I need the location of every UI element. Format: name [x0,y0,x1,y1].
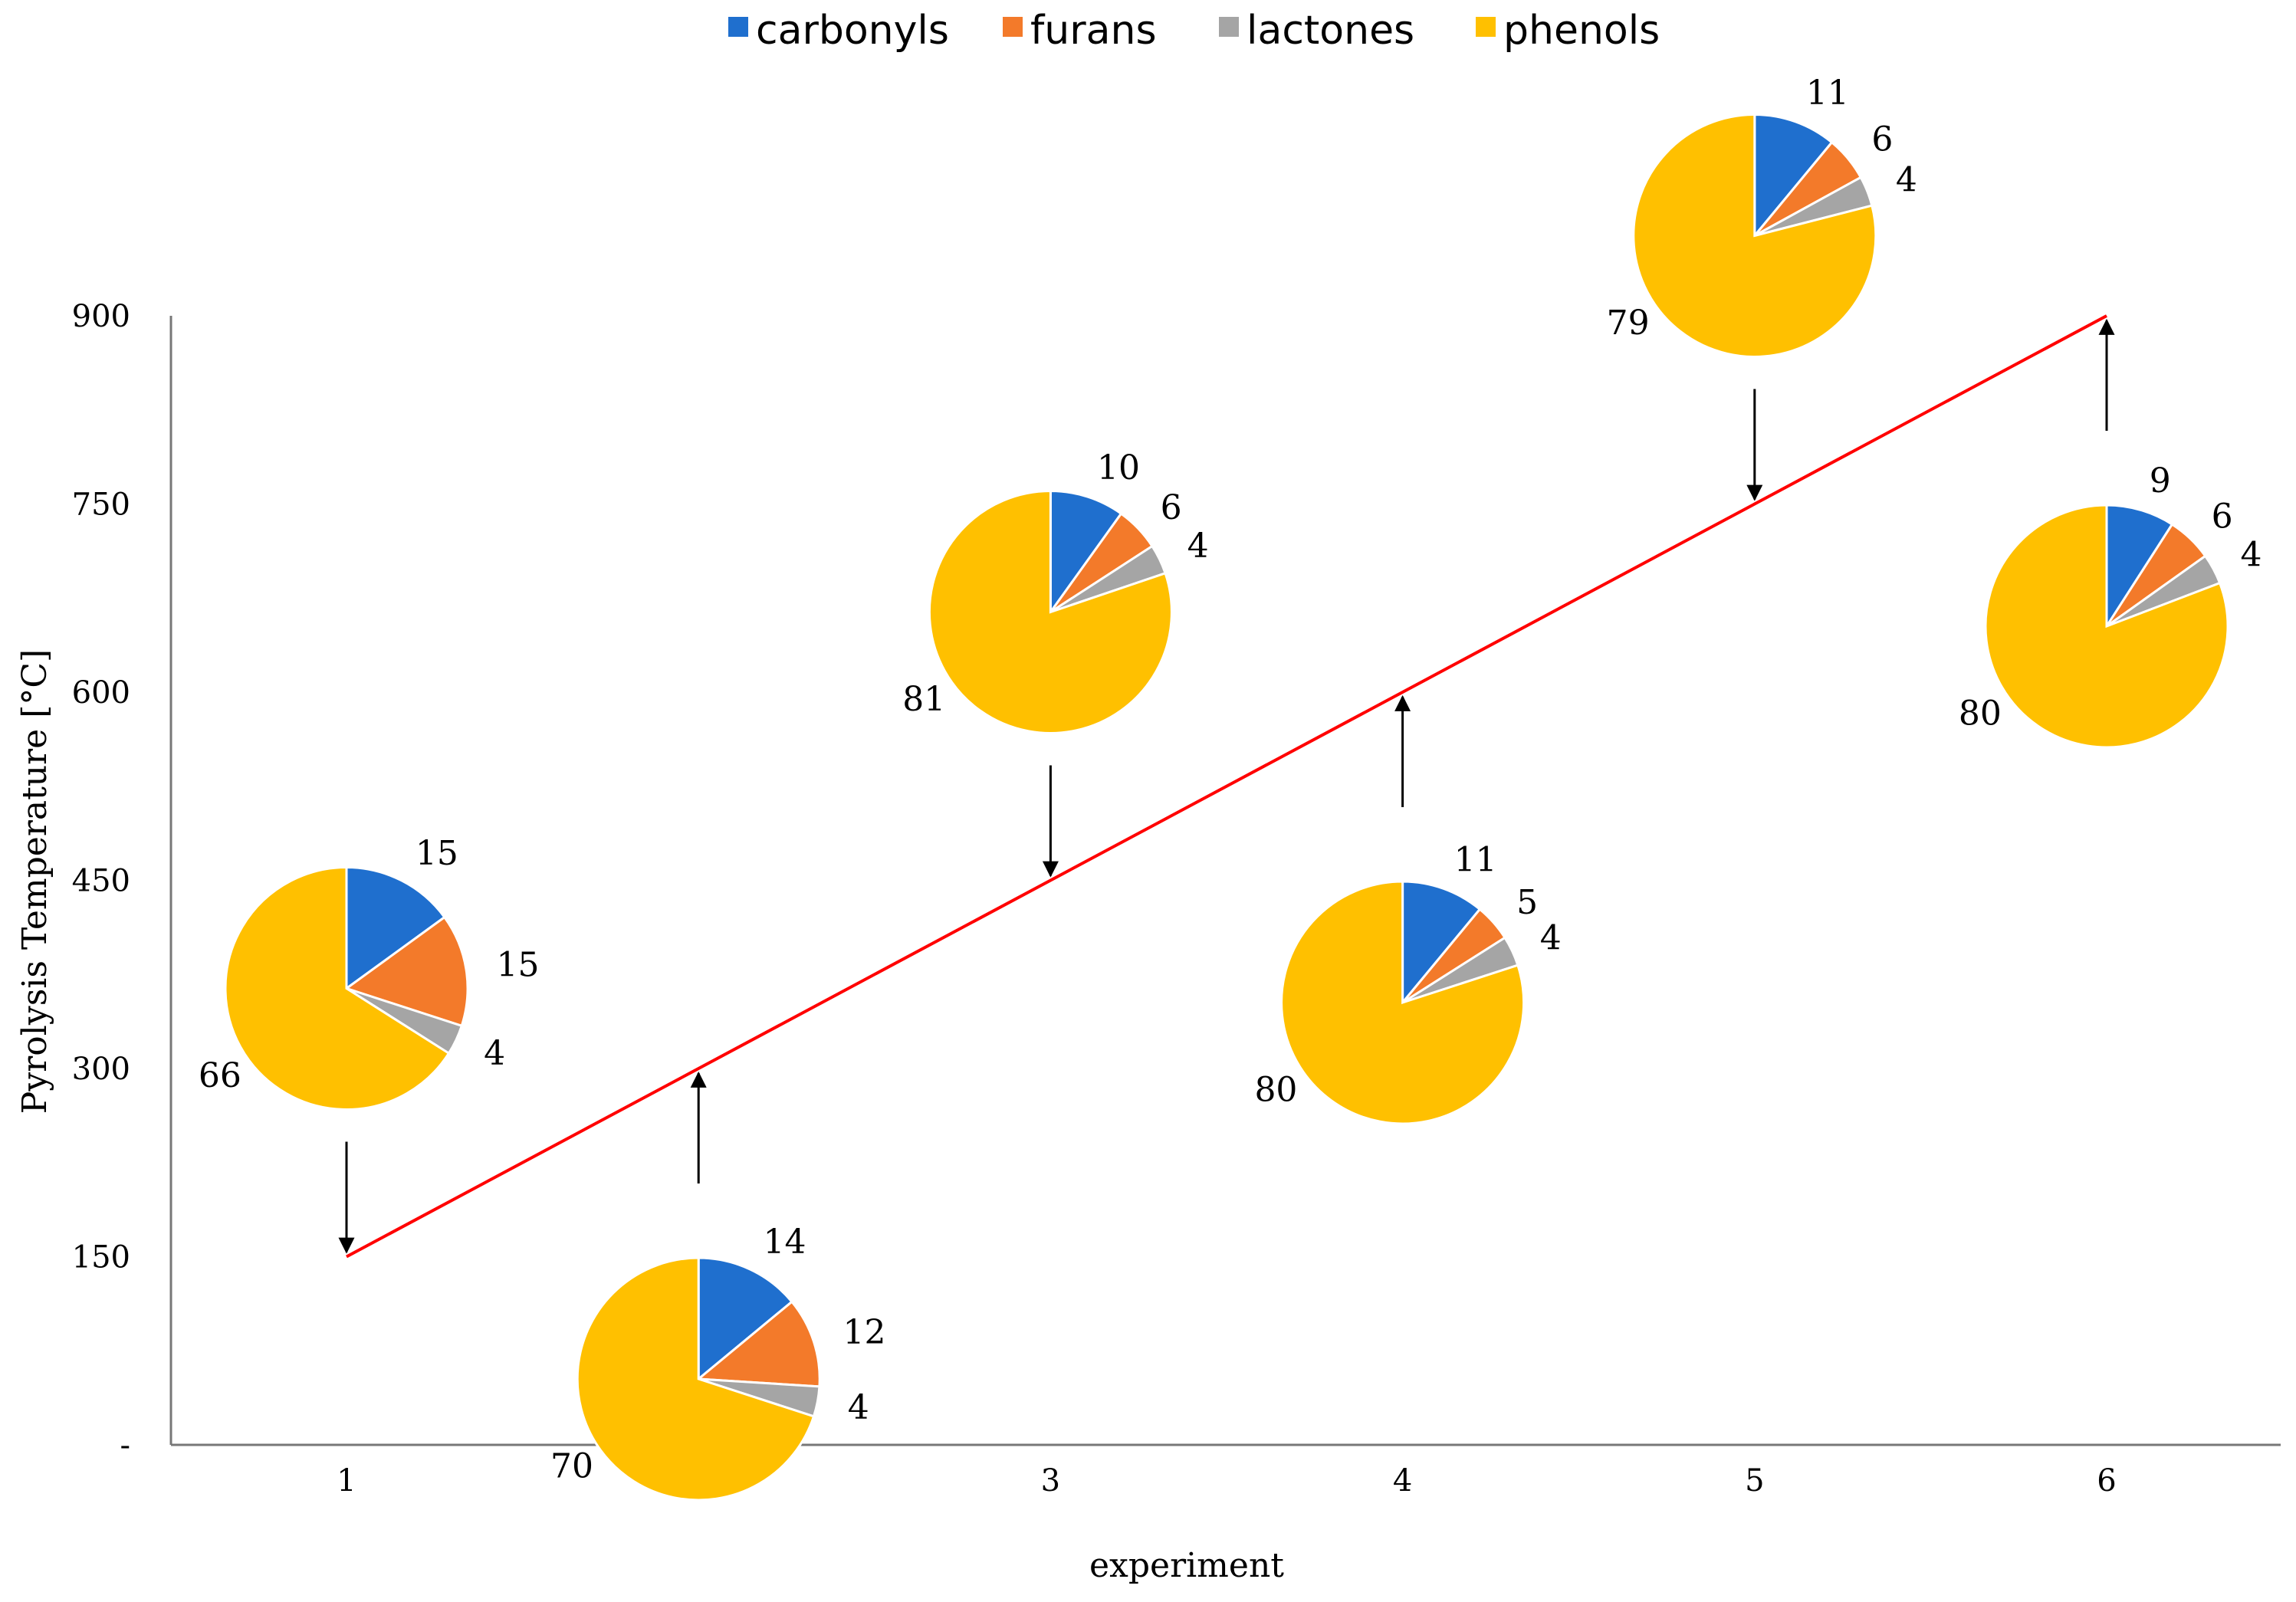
pie-label-lactones: 4 [1187,527,1209,566]
y-tick-label: 300 [72,1052,130,1087]
legend-label-carbonyls: carbonyls [756,8,949,54]
pie-label-phenols: 66 [199,1056,241,1095]
y-tick-labels: - 150 300 450 600 750 900 [72,299,130,1463]
pie-label-lactones: 4 [484,1034,505,1073]
pie-label-lactones: 4 [848,1388,869,1427]
pie-label-lactones: 4 [2241,535,2262,574]
legend-label-lactones: lactones [1247,8,1414,54]
pie-label-lactones: 4 [1896,161,1917,200]
pie-label-carbonyls: 11 [1454,841,1497,880]
series-line-temperature [346,314,2107,1259]
pie-label-phenols: 81 [902,680,945,719]
series-layer [346,314,2107,1259]
x-tick-label: 3 [1041,1463,1060,1499]
legend: carbonyls furans lactones phenols [728,8,1660,54]
x-tick-label: 6 [2097,1463,2116,1499]
pie-exp-5: 11 64 79 [1607,74,1917,358]
pie-label-furans: 15 [497,946,540,985]
legend-swatch-phenols [1476,17,1496,37]
pie-slice-carbonyls [697,1256,794,1382]
pie-slice-carbonyls [1753,113,1834,239]
x-tick-labels: 123456 [337,1463,2116,1499]
pie-exp-1: 15 15 4 66 [199,834,540,1111]
pie-label-carbonyls: 15 [416,834,458,873]
pie-label-phenols: 79 [1607,304,1650,343]
x-tick-label: 1 [337,1463,356,1499]
y-axis-title: Pyrolysis Temperature [°C] [15,649,54,1114]
pie-exp-4: 11 54 80 [1254,841,1562,1125]
pie-label-carbonyls: 14 [764,1223,806,1262]
pie-exp-6: 9 64 80 [1959,461,2262,749]
y-tick-label: 450 [72,864,130,899]
pie-label-carbonyls: 9 [2150,461,2171,501]
x-tick-label: 4 [1393,1463,1412,1499]
y-tick-label: 900 [72,299,130,334]
x-tick-label: 5 [1745,1463,1764,1499]
pie-label-furans: 6 [1871,120,1893,159]
legend-label-furans: furans [1030,8,1157,54]
pie-slice-carbonyls [1401,880,1482,1006]
pie-label-carbonyls: 11 [1806,74,1849,113]
legend-swatch-furans [1003,17,1023,37]
pie-slice-phenols [1984,504,2229,749]
pie-label-furans: 6 [1161,488,1182,527]
pie-label-furans: 6 [2212,497,2233,537]
pie-slice-carbonyls [2105,504,2174,631]
pie-slice-furans [695,1300,821,1388]
x-axis-title: experiment [1089,1546,1284,1585]
pie-label-furans: 12 [843,1313,886,1352]
y-tick-label: 150 [72,1240,130,1275]
pie-label-lactones: 4 [1540,919,1562,958]
pie-slice-carbonyls [345,865,446,991]
pie-slice-phenols [224,865,451,1111]
pie-label-phenols: 80 [1959,694,2002,733]
pie-label-furans: 5 [1516,883,1538,922]
legend-swatch-lactones [1219,17,1239,37]
pie-exp-2: 14 12 4 70 [550,1223,886,1502]
legend-label-phenols: phenols [1503,8,1660,54]
pie-slice-phenols [928,489,1173,734]
pie-slice-furans [343,915,469,1028]
pie-label-phenols: 70 [550,1446,593,1485]
pie-label-phenols: 80 [1254,1070,1297,1109]
y-tick-label: 750 [72,487,130,523]
y-tick-label: - [120,1428,130,1463]
pie-slice-phenols [1280,880,1526,1125]
y-tick-label: 600 [72,675,130,711]
pie-exp-3: 10 64 81 [902,448,1209,734]
pie-slice-carbonyls [1049,489,1123,616]
arrow-layer [338,318,2115,1254]
legend-swatch-carbonyls [728,17,748,37]
pie-slice-phenols [576,1256,816,1502]
pie-slice-phenols [1632,113,1877,358]
pie-label-carbonyls: 10 [1097,448,1140,487]
